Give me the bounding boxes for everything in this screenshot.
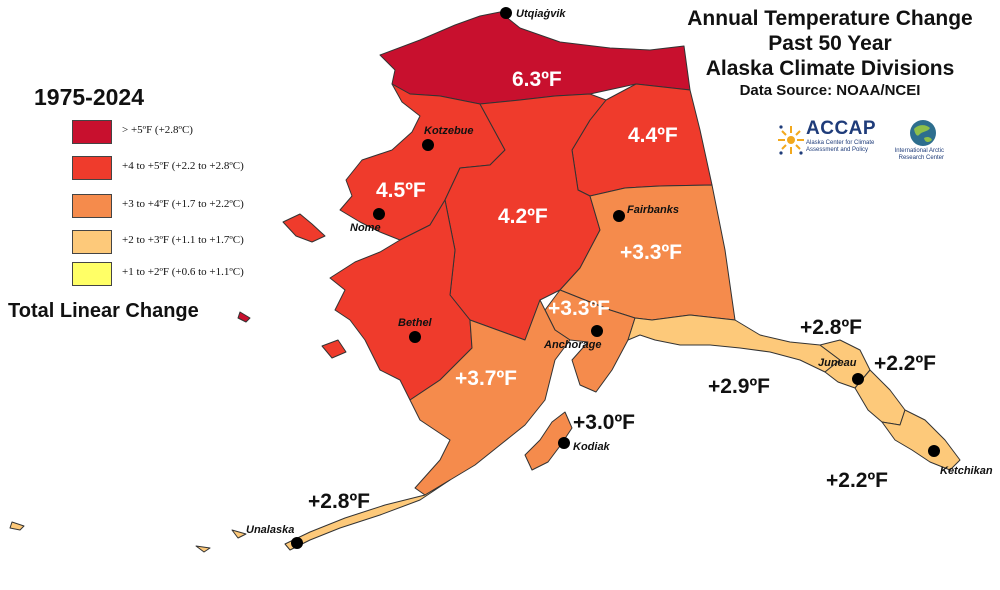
city-label-anchorage: Anchorage (543, 339, 601, 351)
island-aleutian-mid-1 (231, 529, 247, 539)
accap-logo-name: ACCAP (806, 118, 877, 139)
value-north-panhandle: +2.8ºF (800, 316, 862, 339)
iarc-globe-icon (910, 120, 936, 146)
legend-label: +1 to +2ºF (+0.6 to +1.1ºC) (122, 266, 244, 278)
value-north-slope: 6.3ºF (512, 68, 562, 91)
value-south-panhandle: +2.2ºF (826, 469, 888, 492)
accap-logo-subtitle: Alaska Center for Climate Assessment and… (806, 140, 875, 153)
city-dot-kodiak (558, 437, 570, 449)
city-dot-ketchikan (928, 445, 940, 457)
value-west-coast: 4.5ºF (376, 179, 426, 202)
legend-swatch (72, 262, 112, 286)
city-label-fairbanks: Fairbanks (627, 204, 679, 216)
city-label-utqiagvik: Utqiaġvik (516, 8, 566, 20)
legend-period: 1975-2024 (34, 84, 144, 110)
iarc-logo-text: International Arctic Research Center (894, 148, 944, 161)
data-source: Data Source: NOAA/NCEI (739, 82, 921, 99)
legend-label: > +5ºF (+2.8ºC) (122, 124, 193, 136)
island-st-lawrence (282, 213, 326, 243)
city-label-unalaska: Unalaska (246, 524, 294, 536)
city-dot-nome (373, 208, 385, 220)
legend-swatch (72, 194, 112, 218)
legend-swatch (72, 230, 112, 254)
city-label-kotzebue: Kotzebue (424, 125, 474, 137)
island-aleutian-mid-2 (195, 545, 211, 553)
value-kodiak: +3.0ºF (573, 411, 635, 434)
city-dot-anchorage (591, 325, 603, 337)
city-dot-fairbanks (613, 210, 625, 222)
legend-label: +2 to +3ºF (+1.1 to +1.7ºC) (122, 234, 244, 246)
city-label-juneau: Juneau (818, 357, 857, 369)
island-aleutian-west (9, 521, 25, 531)
value-northeast-gulf: +2.9ºF (708, 375, 770, 398)
city-label-bethel: Bethel (398, 317, 433, 329)
city-dot-bethel (409, 331, 421, 343)
island-nunivak (321, 339, 347, 359)
map-title-line-3: Alaska Climate Divisions (705, 57, 955, 80)
city-label-kodiak: Kodiak (573, 441, 611, 453)
legend-swatch (72, 156, 112, 180)
value-aleutians: +2.8ºF (308, 490, 370, 513)
value-central-interior: 4.2ºF (498, 205, 548, 228)
value-southeast-interior: +3.3ºF (620, 241, 682, 264)
total-linear-change-label: Total Linear Change (8, 300, 199, 322)
region-south-panhandle (881, 409, 961, 471)
city-dot-juneau (852, 373, 864, 385)
map-title-line-1: Annual Temperature Change (687, 7, 973, 30)
island-small-1 (237, 311, 251, 323)
city-dot-unalaska (291, 537, 303, 549)
city-dot-kotzebue (422, 139, 434, 151)
value-bristol-bay: +3.7ºF (455, 367, 517, 390)
city-dot-utqiagvik (500, 7, 512, 19)
city-label-ketchikan: Ketchikan (940, 465, 993, 477)
logos: ACCAP Alaska Center for Climate Assessme… (770, 118, 970, 168)
legend-label: +3 to +4ºF (+1.7 to +2.2ºC) (122, 198, 244, 210)
value-central-panhandle: +2.2ºF (874, 352, 936, 375)
map-title-line-2: Past 50 Year (768, 32, 892, 55)
legend-swatch (72, 120, 112, 144)
accap-logo-icon (778, 125, 804, 155)
city-label-nome: Nome (350, 222, 381, 234)
legend-label: +4 to +5ºF (+2.2 to +2.8ºC) (122, 160, 244, 172)
value-cook-inlet: +3.3ºF (548, 297, 610, 320)
region-northeast-gulf (627, 314, 841, 373)
region-kodiak (524, 411, 573, 471)
title-block: Annual Temperature Change Past 50 Year A… (640, 6, 1000, 101)
value-northeast-interior: 4.4ºF (628, 124, 678, 147)
region-bristol-bay (409, 299, 571, 496)
